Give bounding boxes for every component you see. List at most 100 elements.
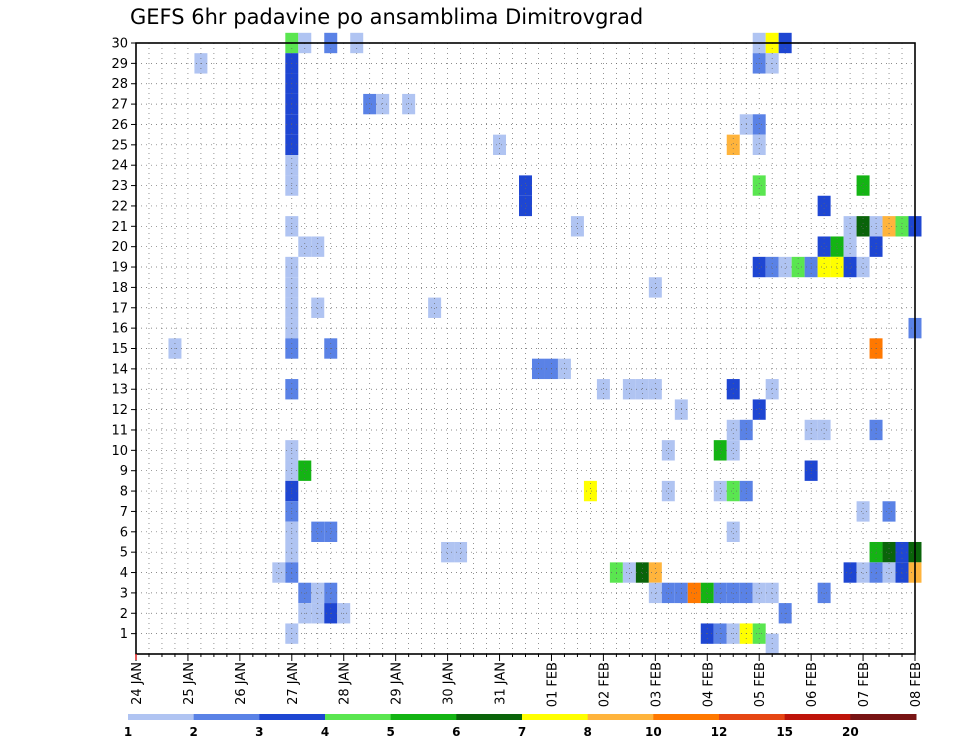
heatmap-cell [298, 236, 312, 257]
heatmap-cell [882, 501, 896, 522]
heatmap-cell [882, 216, 896, 237]
heatmap-cell [726, 582, 740, 604]
x-tick-label: 06 FEB [805, 662, 820, 707]
heatmap-cell [713, 480, 727, 502]
colorbar-segment [784, 714, 851, 720]
colorbar-label: 8 [583, 725, 591, 739]
colorbar-label: 15 [776, 725, 793, 739]
x-tick-label: 25 JAN [182, 662, 197, 705]
heatmap-cell [519, 175, 532, 196]
heatmap-cell [648, 277, 662, 298]
y-tick-label: 9 [120, 464, 128, 479]
y-tick-label: 27 [111, 98, 128, 113]
x-tick-label: 24 JAN [130, 662, 145, 705]
chart-title: GEFS 6hr padavine po ansamblima Dimitrov… [130, 5, 644, 29]
heatmap-cell [622, 379, 636, 400]
heatmap-cell [493, 134, 507, 156]
x-tick-label: 05 FEB [753, 662, 768, 707]
heatmap-cell [635, 562, 649, 583]
heatmap-cell [713, 582, 727, 604]
heatmap-cell [817, 195, 831, 217]
heatmap-cell [324, 582, 338, 604]
y-tick-label: 8 [120, 485, 128, 500]
heatmap-cell [843, 216, 857, 237]
colorbar-label: 10 [645, 725, 662, 739]
heatmap-cell [765, 256, 779, 278]
colorbar-segment [653, 714, 720, 720]
heatmap-cell [583, 480, 597, 502]
heatmap-cell [376, 93, 390, 115]
heatmap-cell [856, 501, 870, 522]
x-tick-label: 02 FEB [597, 662, 612, 707]
colorbar-label: 4 [321, 725, 329, 739]
x-tick-label: 07 FEB [857, 662, 872, 707]
heatmap-cell [752, 134, 766, 156]
heatmap-cell [687, 582, 701, 604]
heatmap-cell [817, 256, 831, 278]
heatmap-cell [778, 256, 792, 278]
heatmap-cell [726, 419, 740, 441]
heatmap-cell [856, 175, 870, 196]
y-tick-label: 28 [111, 77, 128, 92]
heatmap-cell [843, 562, 857, 583]
colorbar-segment [522, 714, 589, 720]
colorbar-segment [259, 714, 326, 720]
y-tick-label: 4 [120, 566, 128, 581]
y-tick-label: 16 [111, 322, 128, 337]
heatmap-cell [856, 216, 870, 237]
colorbar-label: 2 [189, 725, 197, 739]
heatmap-cell [882, 562, 896, 583]
heatmap-cell [726, 134, 740, 156]
heatmap-cell [635, 379, 649, 400]
heatmap-cell [817, 419, 831, 441]
y-tick-label: 23 [111, 179, 128, 194]
heatmap-cell [895, 541, 909, 563]
heatmap-cell [700, 582, 714, 604]
heatmap-cell [622, 562, 636, 583]
heatmap-cell [402, 93, 416, 115]
heatmap-cell [843, 236, 857, 257]
heatmap-cell [324, 521, 338, 542]
y-tick-label: 19 [111, 261, 128, 276]
heatmap-cell [843, 256, 857, 278]
y-tick-label: 26 [111, 118, 128, 133]
x-tick-label: 26 JAN [234, 662, 249, 705]
y-tick-label: 7 [120, 505, 128, 520]
heatmap-cell [726, 379, 740, 400]
heatmap-cell [765, 582, 779, 604]
heatmap-cell [519, 195, 532, 217]
heatmap-cell [311, 236, 325, 257]
heatmap-cell [713, 440, 727, 461]
y-tick-label: 29 [111, 57, 128, 72]
y-tick-label: 17 [111, 301, 128, 316]
colorbar-segment [128, 714, 195, 720]
heatmap-cell [752, 175, 766, 196]
y-tick-label: 5 [120, 546, 128, 561]
y-tick-label: 2 [120, 607, 128, 622]
colorbar-segment [587, 714, 654, 720]
heatmap-cell [856, 562, 870, 583]
y-tick-label: 20 [111, 240, 128, 255]
colorbar-segment [850, 714, 917, 720]
y-tick-label: 18 [111, 281, 128, 296]
heatmap-cell [311, 521, 325, 542]
x-tick-label: 28 JAN [338, 662, 353, 705]
heatmap-cell [830, 256, 844, 278]
heatmap-cell [661, 440, 675, 461]
colorbar-label: 7 [518, 725, 526, 739]
y-tick-label: 22 [111, 199, 128, 214]
y-tick-label: 11 [111, 423, 128, 438]
heatmap-cell [311, 297, 325, 318]
heatmap-cell [791, 256, 805, 278]
x-tick-label: 03 FEB [649, 662, 664, 707]
y-tick-label: 1 [120, 627, 128, 642]
heatmap-cell [570, 216, 584, 237]
heatmap-cell [726, 440, 740, 461]
heatmap-cell [648, 379, 662, 400]
heatmap-cell [298, 460, 312, 481]
x-tick-label: 30 JAN [442, 662, 457, 705]
heatmap-cell [752, 399, 766, 420]
y-tick-label: 24 [111, 159, 128, 174]
heatmap-cell [752, 582, 766, 604]
y-tick-label: 14 [111, 362, 128, 377]
